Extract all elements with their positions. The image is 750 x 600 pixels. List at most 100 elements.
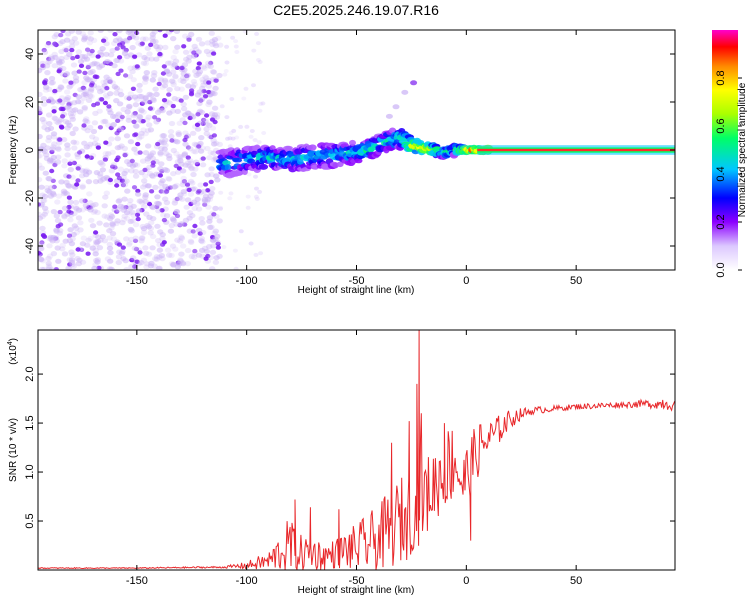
noise-cell	[54, 218, 62, 224]
noise-cell	[177, 238, 184, 244]
noise-cell	[126, 30, 134, 34]
noise-cell	[48, 267, 56, 270]
noise-cell	[77, 220, 84, 226]
noise-cell	[156, 265, 163, 270]
noise-cell	[62, 96, 69, 102]
noise-cell	[49, 168, 55, 174]
noise-cell	[91, 140, 99, 147]
noise-cell	[211, 41, 218, 47]
noise-cell	[99, 234, 107, 240]
noise-cell	[158, 253, 165, 259]
noise-cell	[249, 129, 255, 133]
noise-cell	[206, 196, 214, 202]
noise-cell	[135, 52, 143, 58]
noise-cell	[99, 162, 106, 168]
noise-cell	[158, 189, 164, 194]
noise-cell	[46, 243, 53, 249]
noise-cell	[153, 43, 160, 50]
snr-x-ticks: -150 -100 -50 0 50	[126, 330, 582, 587]
noise-cell	[98, 160, 105, 166]
noise-cell	[126, 240, 133, 246]
noise-cell	[61, 163, 68, 169]
noise-cell	[166, 92, 172, 97]
noise-cell	[207, 224, 214, 230]
noise-cell	[106, 245, 114, 251]
noise-cell	[40, 197, 47, 203]
noise-cell	[118, 250, 126, 256]
noise-cell	[129, 257, 135, 263]
noise-cell	[43, 185, 51, 191]
noise-cell	[203, 126, 210, 132]
noise-cell	[62, 238, 69, 244]
noise-cell	[73, 140, 80, 146]
noise-cell	[197, 182, 204, 188]
noise-cell	[133, 246, 139, 252]
noise-cell	[43, 63, 51, 69]
noise-cell	[99, 177, 107, 183]
chart-title: C2E5.2025.246.19.07.R16	[273, 2, 439, 18]
noise-cell	[141, 75, 149, 81]
noise-cell	[95, 85, 102, 91]
noise-cell	[225, 136, 230, 141]
noise-cell	[123, 133, 131, 139]
noise-cell	[53, 228, 60, 234]
noise-cell	[74, 154, 82, 160]
colorbar-tick-label: 0.6	[715, 118, 727, 133]
noise-cell	[59, 242, 66, 248]
noise-cell	[132, 102, 140, 108]
noise-cell	[75, 30, 82, 35]
noise-cell	[55, 224, 61, 229]
noise-cell	[208, 190, 215, 196]
noise-cell	[192, 223, 198, 229]
noise-cell	[131, 146, 138, 152]
noise-cell	[155, 208, 162, 214]
noise-cell	[130, 86, 136, 92]
noise-cell	[54, 145, 62, 151]
noise-cell	[135, 117, 142, 123]
noise-cell	[143, 70, 150, 76]
noise-cell	[170, 63, 177, 69]
noise-cell	[169, 108, 177, 114]
noise-cell	[253, 194, 259, 199]
noise-cell	[115, 254, 123, 260]
noise-cell	[93, 61, 101, 67]
noise-cell	[171, 184, 178, 190]
noise-cell	[106, 76, 113, 82]
noise-cell	[209, 266, 216, 270]
snr-multiplier: (x104)	[7, 338, 19, 365]
noise-cell	[138, 134, 145, 140]
noise-cell	[213, 173, 220, 179]
noise-cell	[119, 248, 126, 255]
noise-cell	[80, 85, 86, 91]
noise-cell	[62, 190, 69, 196]
noise-cell	[123, 178, 130, 184]
noise-cell	[140, 109, 147, 115]
noise-cell	[83, 92, 90, 98]
noise-cell	[64, 152, 71, 158]
noise-cell	[142, 131, 149, 137]
noise-cell	[87, 88, 95, 94]
noise-cell	[58, 55, 65, 62]
noise-cell	[66, 209, 72, 214]
noise-cell	[217, 42, 224, 48]
noise-cell	[224, 44, 230, 49]
noise-cell	[209, 186, 216, 192]
noise-cell	[158, 107, 165, 113]
noise-cell	[68, 80, 74, 85]
noise-cell	[213, 255, 220, 261]
noise-cell	[65, 265, 72, 270]
noise-cell	[40, 142, 47, 148]
noise-cell	[128, 209, 136, 216]
noise-cell	[195, 71, 202, 77]
noise-cell	[88, 93, 95, 99]
noise-cell	[157, 151, 164, 157]
noise-cell	[53, 227, 60, 233]
noise-cell	[191, 205, 198, 212]
noise-cell	[153, 44, 161, 50]
noise-cell	[121, 170, 128, 176]
noise-cell	[206, 80, 212, 85]
noise-cell	[38, 133, 43, 140]
noise-cell	[145, 251, 153, 257]
noise-cell	[241, 96, 247, 101]
